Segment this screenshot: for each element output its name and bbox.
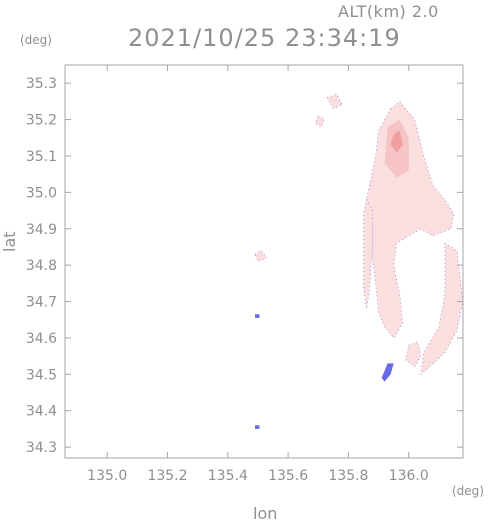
echo-region-south-patch (405, 341, 422, 368)
x-tick-label: 135.4 (208, 468, 248, 484)
y-tick-label: 34.6 (26, 331, 57, 347)
y-tick-label: 34.8 (26, 258, 57, 274)
x-tick-label: 135.6 (268, 468, 308, 484)
y-tick-label: 35.0 (26, 185, 57, 201)
x-tick-label: 136.0 (389, 468, 429, 484)
echo-region-main-eastern-band (366, 100, 455, 339)
x-axis-ticks: 135.0 135.2 135.4 135.6 135.8 136.0 (87, 65, 429, 484)
y-axis-ticks: 34.3 34.4 34.5 34.6 34.7 34.8 34.9 35.0 35.1 35.2… (26, 76, 463, 456)
x-tick-label: 135.0 (87, 468, 127, 484)
y-tick-label: 34.5 (26, 367, 57, 383)
y-tick-label: 34.3 (26, 440, 57, 456)
x-tick-label: 135.2 (147, 468, 187, 484)
y-tick-label: 34.7 (26, 295, 57, 311)
echo-region-northwest-small (314, 115, 325, 128)
echo-region-northwest-fragment (326, 93, 343, 110)
plot-frame (64, 64, 464, 459)
altitude-label: ALT(km) 2.0 (338, 2, 439, 21)
timestamp-title: 2021/10/25 23:34:19 (128, 24, 401, 52)
echo-region-eastern-edge-band (420, 242, 464, 376)
echo-layer (254, 93, 464, 429)
echo-region-core-strong (390, 130, 403, 153)
y-tick-label: 35.3 (26, 76, 57, 92)
y-tick-label: 34.4 (26, 404, 57, 420)
x-unit-label: (deg) (452, 484, 484, 498)
y-tick-label: 35.1 (26, 149, 57, 165)
y-tick-label: 35.2 (26, 113, 57, 129)
echo-region-speck-blue-1 (255, 314, 260, 318)
echo-region-blue-south-patch (381, 363, 394, 382)
echo-region-speck-mid (254, 250, 268, 262)
echo-region-speck-blue-2 (255, 425, 260, 429)
echo-region-western-arm (363, 198, 373, 309)
y-unit-label: (deg) (20, 33, 52, 47)
y-tick-label: 34.9 (26, 222, 57, 238)
x-axis-label: lon (253, 504, 278, 523)
x-tick-label: 135.8 (328, 468, 368, 484)
